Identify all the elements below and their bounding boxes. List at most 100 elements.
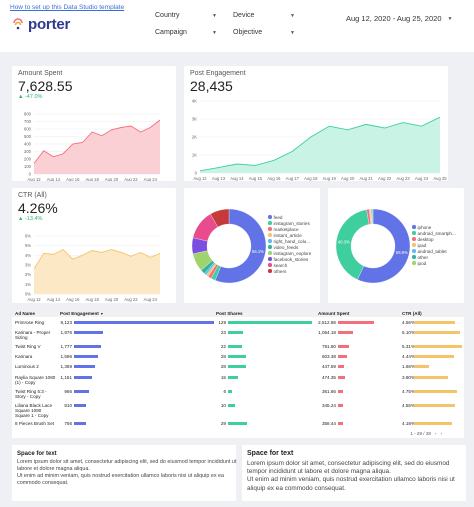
legend-item[interactable]: marketplace bbox=[268, 226, 311, 232]
ctr-bar bbox=[414, 364, 429, 368]
ad-name-line: Luminous 2 bbox=[15, 364, 39, 369]
legend-item[interactable]: instagram_explore bbox=[268, 250, 311, 256]
col-ad-name[interactable]: Ad Name bbox=[15, 311, 35, 316]
next-page-button[interactable]: › bbox=[440, 431, 442, 436]
post-engagement-bar bbox=[74, 389, 89, 393]
legend-item[interactable]: iphone bbox=[412, 224, 456, 230]
x-tick-label: Aug 18 bbox=[86, 297, 100, 302]
x-tick-label: Aug 22 bbox=[378, 176, 392, 181]
ad-name-line: Twist Ring 5:3 - bbox=[15, 389, 47, 394]
date-range-value: Aug 12, 2020 - Aug 25, 2020 bbox=[346, 14, 442, 23]
ad-name-line: Square 1080 bbox=[15, 408, 42, 413]
ad-name-line: Raylia Square 1080 bbox=[15, 375, 56, 380]
col-amount-spent[interactable]: Amount Spent bbox=[318, 311, 350, 316]
chevron-down-icon: ▼ bbox=[290, 12, 295, 19]
amount-spent-bar bbox=[338, 421, 344, 425]
post-engagement-bar bbox=[74, 364, 95, 368]
col-post-shares[interactable]: Post Shares bbox=[216, 311, 243, 316]
legend-item[interactable]: feed bbox=[268, 214, 311, 220]
post-engagement-bar bbox=[74, 403, 87, 407]
ad-name-cell: Karinara bbox=[15, 354, 59, 359]
x-tick-label: Aug 21 bbox=[360, 176, 374, 181]
campaign-filter[interactable]: Campaign ▼ bbox=[155, 29, 217, 36]
post-engagement-bar bbox=[74, 354, 99, 358]
y-tick-label: 2K bbox=[192, 135, 197, 140]
post-engagement-value: 1,369 bbox=[60, 364, 73, 369]
objective-filter[interactable]: Objective ▼ bbox=[233, 29, 295, 36]
post-engagement-value: 9,123 bbox=[60, 320, 73, 325]
chevron-down-icon: ▼ bbox=[212, 12, 217, 19]
date-range-picker[interactable]: Aug 12, 2020 - Aug 25, 2020 ▼ bbox=[346, 14, 452, 23]
ctr-bar bbox=[414, 320, 456, 324]
text-card-body: Lorem ipsum dolor sit amet, consectetur … bbox=[247, 460, 455, 492]
legend-item[interactable]: search bbox=[268, 262, 311, 268]
text-card-title: Space for text bbox=[17, 451, 57, 457]
legend-label: ipad bbox=[417, 242, 427, 248]
chevron-down-icon: ▼ bbox=[212, 29, 217, 36]
legend-item[interactable]: desktop bbox=[412, 236, 456, 242]
amount-spent-bar bbox=[338, 389, 344, 393]
y-tick-label: 0 bbox=[195, 171, 198, 176]
legend-item[interactable]: ipad bbox=[412, 242, 456, 248]
ad-name-line: Primrose Ring bbox=[15, 320, 45, 325]
legend-item[interactable]: instant_article bbox=[268, 232, 311, 238]
x-tick-label: Aug 22 bbox=[124, 297, 138, 302]
legend-item[interactable]: video_feeds bbox=[268, 244, 311, 250]
text-card-body: Lorem ipsum dolor sit amet, consectetur … bbox=[17, 459, 237, 486]
help-link[interactable]: How to set up this Data Studio template bbox=[10, 4, 125, 11]
legend-item[interactable]: other bbox=[412, 254, 456, 260]
device-donut-chart: 56.9% 40.3% bbox=[335, 208, 411, 284]
slice-label: 40.3% bbox=[338, 240, 350, 245]
ctr-bar bbox=[414, 403, 456, 407]
country-filter[interactable]: Country ▼ bbox=[155, 12, 217, 19]
y-tick-label: 3% bbox=[25, 263, 31, 268]
col-ctr[interactable]: CTR (All) bbox=[402, 311, 422, 316]
chevron-down-icon: ▼ bbox=[290, 29, 295, 36]
post-shares-bar bbox=[228, 344, 243, 348]
ads-table: Ad Name Post Engagement ▼ Post Shares Am… bbox=[12, 310, 464, 438]
ctr-value: 5.10% bbox=[402, 330, 416, 335]
ctr-bar bbox=[414, 344, 462, 348]
kpi-label: Post Engagement bbox=[190, 70, 246, 77]
legend-item[interactable]: facebook_stories bbox=[268, 256, 311, 262]
amount-spent-value: 345.24 bbox=[321, 403, 336, 408]
legend-item[interactable]: others bbox=[268, 268, 311, 274]
legend-item[interactable]: right_hand_colu... bbox=[268, 238, 311, 244]
series-line bbox=[33, 248, 161, 270]
legend-item[interactable]: ipod bbox=[412, 260, 456, 266]
table-header: Ad Name Post Engagement ▼ Post Shares Am… bbox=[12, 310, 464, 317]
post-engagement-value: 810 bbox=[64, 403, 72, 408]
device-filter[interactable]: Device ▼ bbox=[233, 12, 295, 19]
pagination-range: 1 - 28 / 28 bbox=[410, 431, 431, 436]
ad-name-cell: 8 Pieces Brush Set bbox=[15, 421, 59, 426]
legend-item[interactable]: instagram_stories bbox=[268, 220, 311, 226]
amount-spent-chart: 0 100 200 300 400 500 600 700 800 Aug 12 Aug 14 Aug… bbox=[24, 112, 161, 181]
campaign-filter-label: Campaign bbox=[155, 29, 187, 36]
y-tick-label: 5% bbox=[25, 243, 31, 248]
amount-spent-bar bbox=[338, 344, 350, 348]
legend-label: instant_article bbox=[273, 232, 302, 238]
legend-item[interactable]: android_tablet bbox=[412, 248, 456, 254]
legend-swatch bbox=[412, 261, 416, 265]
legend-swatch bbox=[412, 243, 416, 247]
text-card-left: Space for text Lorem ipsum dolor sit ame… bbox=[12, 445, 236, 501]
x-tick-label: Aug 18 bbox=[304, 176, 318, 181]
legend-swatch bbox=[412, 255, 416, 259]
prev-page-button[interactable]: ‹ bbox=[434, 431, 437, 436]
y-tick-label: 400 bbox=[24, 142, 32, 147]
series-area bbox=[34, 249, 160, 294]
ad-name-line: Karinara bbox=[15, 354, 33, 359]
post-shares-value: 29 bbox=[220, 421, 226, 426]
ad-name-line: (1) - Copy bbox=[15, 380, 36, 385]
legend-label: desktop bbox=[417, 236, 434, 242]
post-shares-bar bbox=[228, 403, 235, 407]
slice-label: 56.9% bbox=[396, 250, 408, 255]
ad-name-line: 8 Pieces Brush Set bbox=[15, 421, 55, 426]
legend-item[interactable]: android_smartph... bbox=[412, 230, 456, 236]
col-post-engagement[interactable]: Post Engagement ▼ bbox=[60, 311, 104, 316]
x-tick-label: Aug 24 bbox=[144, 297, 158, 302]
amount-spent-value: 791.80 bbox=[321, 344, 336, 349]
logo-text: porter bbox=[28, 16, 71, 33]
legend-swatch bbox=[268, 257, 272, 261]
ad-name-cell: Primrose Ring bbox=[15, 320, 59, 325]
